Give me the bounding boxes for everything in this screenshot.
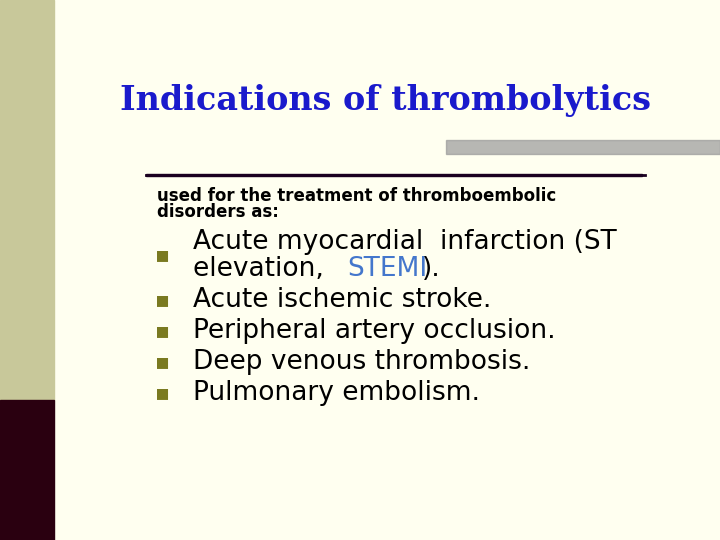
Text: used for the treatment of thromboembolic: used for the treatment of thromboembolic [157,187,557,205]
Text: ▪: ▪ [155,321,170,341]
FancyArrow shape [145,174,642,176]
Text: ▪: ▪ [155,290,170,310]
Text: Indications of thrombolytics: Indications of thrombolytics [120,84,652,117]
Text: Pulmonary embolism.: Pulmonary embolism. [193,380,480,406]
Text: ▪: ▪ [155,245,170,265]
Text: ▪: ▪ [155,383,170,403]
Text: ▪: ▪ [155,352,170,372]
Text: STEMI: STEMI [348,255,428,281]
Text: Peripheral artery occlusion.: Peripheral artery occlusion. [193,318,556,344]
Text: Deep venous thrombosis.: Deep venous thrombosis. [193,349,531,375]
Text: elevation,: elevation, [193,255,333,281]
Text: Acute myocardial  infarction (ST: Acute myocardial infarction (ST [193,228,617,254]
Text: disorders as:: disorders as: [157,204,279,221]
Text: Acute ischemic stroke.: Acute ischemic stroke. [193,287,492,313]
Text: ).: ). [422,255,441,281]
